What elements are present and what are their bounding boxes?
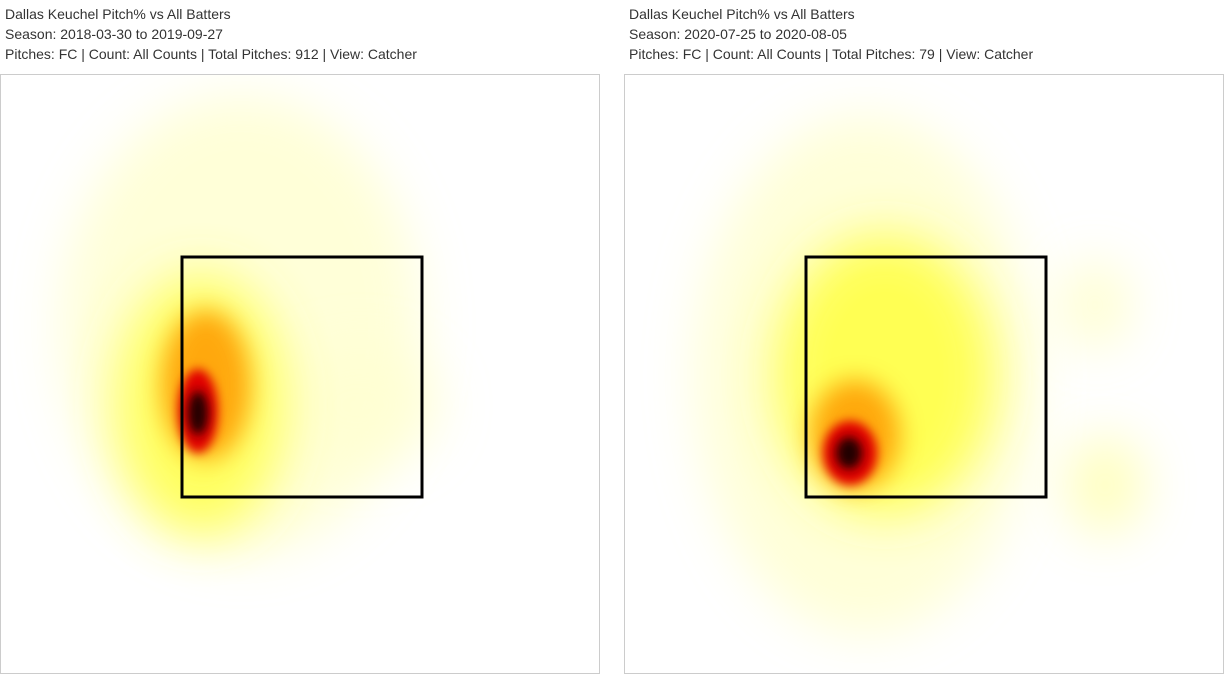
heatmap <box>624 74 1224 674</box>
strike-zone <box>180 255 424 499</box>
heatmap <box>0 74 600 674</box>
panel: Dallas Keuchel Pitch% vs All Batters Sea… <box>624 0 1224 676</box>
panel-season: Season: 2018-03-30 to 2019-09-27 <box>5 26 223 42</box>
panel-season: Season: 2020-07-25 to 2020-08-05 <box>629 26 847 42</box>
panel-title: Dallas Keuchel Pitch% vs All Batters <box>5 6 231 22</box>
panel-details: Pitches: FC | Count: All Counts | Total … <box>629 46 1034 62</box>
panel: Dallas Keuchel Pitch% vs All Batters Sea… <box>0 0 600 676</box>
heat-blobs <box>61 95 441 555</box>
panel-details: Pitches: FC | Count: All Counts | Total … <box>5 46 417 62</box>
heat-blobs <box>695 115 1145 635</box>
panel-title: Dallas Keuchel Pitch% vs All Batters <box>629 6 855 22</box>
strike-zone <box>804 255 1048 499</box>
